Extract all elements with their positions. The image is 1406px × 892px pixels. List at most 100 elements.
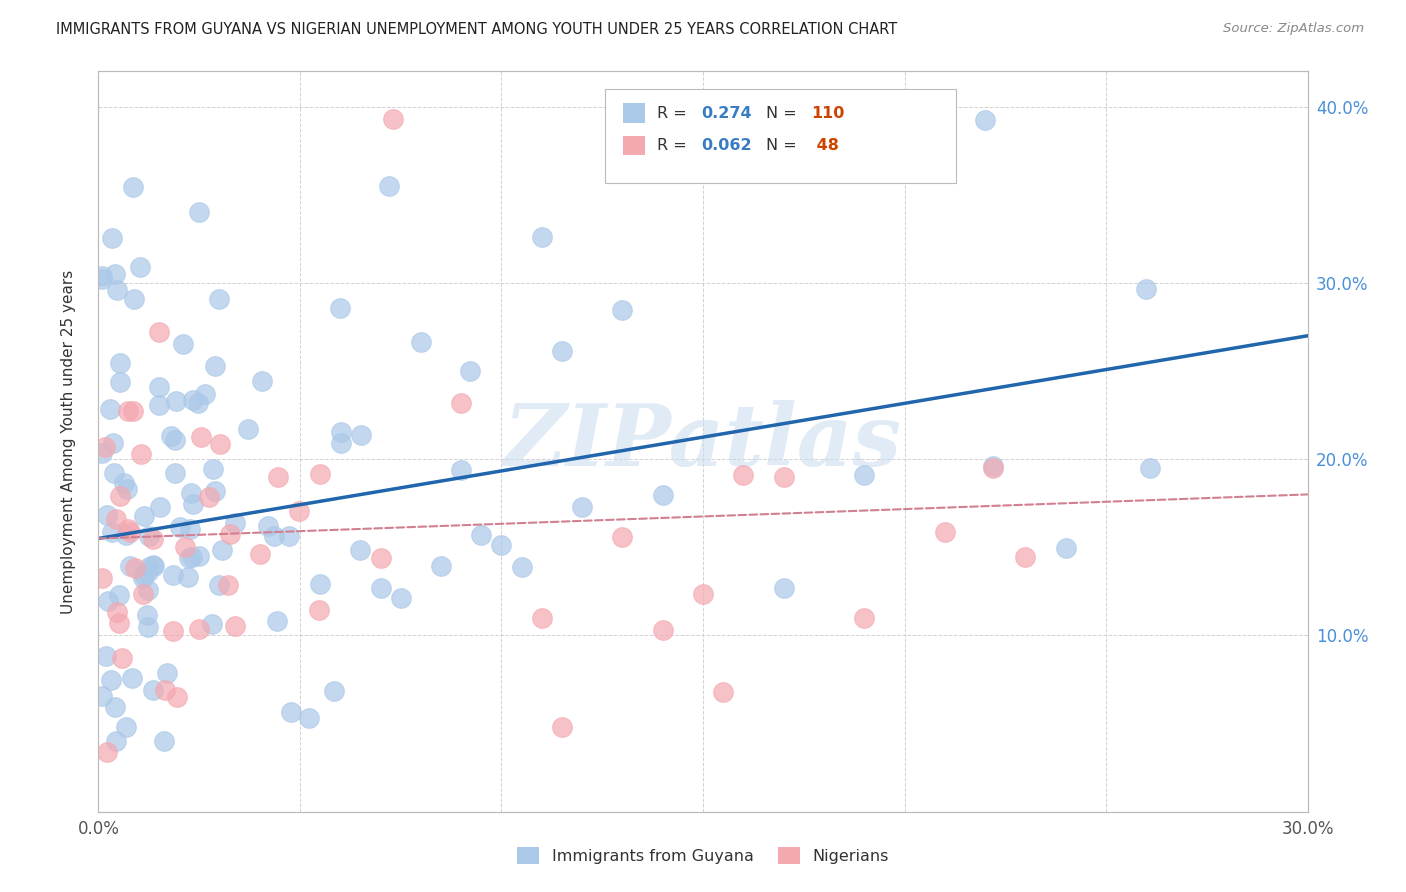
Point [981,461,1004,475]
Point [450,462,472,476]
Point [772,470,794,484]
Point [377,178,399,193]
Point [115,528,138,542]
Point [98,402,121,417]
Legend: Immigrants from Guyana, Nigerians: Immigrants from Guyana, Nigerians [510,841,896,871]
Point [266,615,288,629]
Text: 110: 110 [811,106,845,120]
Point [91,571,114,585]
Point [165,466,187,480]
Point [108,376,131,390]
Point [162,624,184,639]
Point [105,606,128,620]
Point [138,529,160,543]
Point [298,711,321,725]
Text: 0.062: 0.062 [702,138,752,153]
Point [208,578,231,592]
Point [103,267,125,281]
Point [111,651,134,665]
Point [349,543,371,558]
Point [148,398,170,412]
Point [121,671,143,685]
Point [470,528,492,542]
Point [187,549,209,564]
Point [115,720,138,734]
Point [96,508,118,523]
Point [187,396,209,410]
Point [530,611,553,625]
Point [124,561,146,575]
Point [1135,282,1157,296]
Point [142,559,165,574]
Point [100,231,122,245]
Point [350,428,373,442]
Point [733,467,755,482]
Point [142,558,165,572]
Text: ZIPatlas: ZIPatlas [503,400,903,483]
Point [177,570,200,584]
Point [249,547,271,561]
Text: N =: N = [766,138,803,153]
Point [121,180,143,194]
Point [198,490,221,504]
Point [188,205,211,219]
Point [117,404,139,418]
Point [149,500,172,515]
Point [120,524,142,539]
Point [208,292,231,306]
Point [430,558,453,573]
Point [190,430,212,444]
Point [551,720,574,734]
Point [389,591,412,606]
Point [323,684,346,698]
Point [612,302,634,317]
Point [194,387,217,401]
Point [132,571,155,585]
Point [612,530,634,544]
Point [853,611,876,625]
Point [136,583,159,598]
Point [165,394,187,409]
Point [105,734,128,748]
Point [651,623,673,637]
Point [450,396,472,410]
Point [224,516,246,530]
Point [134,508,156,523]
Point [118,559,141,574]
Point [97,594,120,608]
Point [236,422,259,436]
Text: 48: 48 [811,138,839,153]
Point [934,524,956,539]
Point [1054,541,1077,555]
Point [510,560,533,574]
Point [309,577,332,591]
Point [1139,461,1161,475]
Text: 0.274: 0.274 [702,106,752,120]
Point [974,113,997,128]
Point [280,705,302,719]
Point [692,97,714,112]
Text: Source: ZipAtlas.com: Source: ZipAtlas.com [1223,22,1364,36]
Point [187,622,209,636]
Point [91,446,114,460]
Point [134,567,156,582]
Point [211,543,233,558]
Point [308,602,330,616]
Point [138,559,160,574]
Point [180,550,202,565]
Point [711,685,734,699]
Point [105,511,128,525]
Point [179,522,201,536]
Point [1014,550,1036,565]
Point [101,435,124,450]
Text: IMMIGRANTS FROM GUYANA VS NIGERIAN UNEMPLOYMENT AMONG YOUTH UNDER 25 YEARS CORRE: IMMIGRANTS FROM GUYANA VS NIGERIAN UNEMP… [56,22,897,37]
Point [129,260,152,274]
Point [309,467,332,482]
Text: R =: R = [657,138,692,153]
Point [136,565,159,579]
Point [162,568,184,582]
Point [180,486,202,500]
Point [107,589,129,603]
Point [201,462,224,476]
Point [108,356,131,370]
